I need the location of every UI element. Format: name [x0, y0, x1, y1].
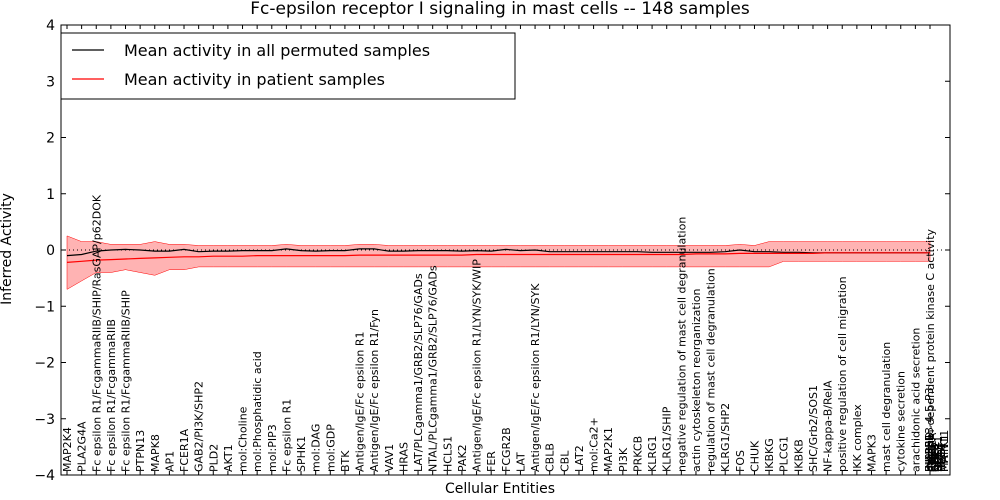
x-tick-label: HRAS	[397, 442, 410, 472]
x-tick-label: VAV1	[383, 444, 396, 472]
x-tick-label: mol:DAG	[310, 424, 323, 472]
x-tick-label: Antigen/IgE/Fc epsilon R1/LYN/SYK	[529, 283, 542, 472]
x-tick-label-overlap: RELA	[935, 443, 948, 472]
x-tick-label-overlap: SHC1	[929, 442, 942, 472]
series-line-permuted	[66, 248, 930, 257]
x-tick-label: positive regulation of cell migration	[836, 276, 849, 472]
x-tick-label-overlap: PIK3R1	[923, 433, 936, 472]
x-tick-label: NTAL/PLCgamma1/GRB2/SLP76/GADs	[427, 265, 440, 472]
x-tick-label: actin cytoskeleton reorganization	[690, 288, 703, 472]
y-tick-label: 1	[46, 187, 55, 203]
x-tick-label: KLRG1/SHP2	[719, 403, 732, 472]
x-tick-label-overlap: INPP5D	[923, 432, 936, 472]
x-axis-label: Cellular Entities	[445, 481, 555, 497]
x-tick-label: SPHK1	[295, 436, 308, 472]
x-tick-label: GAB2/PI3K/SHP2	[193, 381, 206, 472]
x-tick-label: mast cell degranulation	[880, 342, 893, 472]
x-tick-label: Antigen/IgE/Fc epsilon R1/LYN/SYK/WIP	[471, 259, 484, 472]
x-tick-label: LAT/PLCgamma1/GRB2/SLP76/GADs	[412, 273, 425, 472]
x-tick-label: PRKCB	[632, 436, 645, 472]
x-tick-label: MAP2K1	[602, 427, 615, 472]
x-tick-label: BTK	[339, 450, 352, 472]
x-tick-label-overlap: PIK3CA	[926, 432, 939, 472]
x-tick-label: cytokine secretion	[895, 371, 908, 472]
x-tick-label: CHUK	[749, 440, 762, 472]
x-tick-label-overlap: RAC1	[935, 443, 948, 472]
x-tick-label: IKBKB	[792, 439, 805, 472]
y-tick-label: −4	[34, 468, 55, 484]
x-tick-label: FER	[485, 451, 498, 472]
x-tick-label: PTPN13	[134, 430, 147, 472]
x-tick-label: PI3K	[617, 447, 630, 472]
legend-label-patient: Mean activity in patient samples	[124, 70, 385, 89]
x-tick-label: mol:Ca2+	[588, 417, 601, 472]
chart-title: Fc-epsilon receptor I signaling in mast …	[250, 0, 750, 19]
x-tick-label: KLRG1/SHIP	[661, 406, 674, 472]
x-tick-label-overlap: FYN	[926, 451, 939, 472]
x-tick-label: KLRG1	[646, 435, 659, 472]
y-tick-label: 4	[46, 18, 55, 34]
x-tick-label: PLA2G4A	[76, 421, 89, 472]
x-tick-label: MAP2K4	[61, 427, 74, 472]
x-tick-label-overlap: GRB2	[929, 441, 942, 472]
x-tick-label: FOS	[734, 450, 747, 472]
y-tick-label: −3	[34, 412, 55, 428]
legend-box	[60, 32, 516, 100]
y-tick-label: −2	[34, 356, 55, 372]
x-tick-label: mol:GDP	[324, 424, 337, 472]
x-tick-label-overlap: RAF1	[926, 444, 939, 472]
x-tick-label: FCER1A	[178, 428, 191, 472]
x-tick-label: calcium-dependent protein kinase C activ…	[924, 228, 937, 472]
x-tick-label: Fc epsilon R1/FcgammaRIIB	[105, 319, 118, 472]
x-tick-label-overlap: NFKB1	[932, 436, 945, 472]
x-tick-label: CBLB	[544, 443, 557, 472]
x-tick-label-overlap: LYN	[932, 452, 945, 472]
x-tick-label: AP1	[163, 451, 176, 472]
y-axis-label: Inferred Activity	[0, 193, 15, 305]
y-tick-label: 3	[46, 74, 55, 90]
y-tick-label: −1	[34, 299, 55, 315]
legend-label-permuted: Mean activity in all permuted samples	[124, 41, 430, 60]
x-tick-label: Antigen/IgE/Fc epsilon R1/Fyn	[368, 309, 381, 472]
x-tick-label: PLD2	[207, 444, 220, 472]
x-tick-label: LAT2	[573, 445, 586, 472]
x-tick-label: mol:Choline	[237, 406, 250, 472]
x-tick-label: mol:PIP3	[266, 424, 279, 472]
x-tick-label: NF-kappa-B/RelA	[822, 380, 835, 472]
x-tick-label-overlap: mol:PI-3-4-5-P3	[923, 387, 936, 472]
x-tick-label: MAPK3	[866, 434, 879, 472]
x-tick-label: negative regulation of mast cell degranu…	[675, 217, 688, 472]
y-tick-label: 2	[46, 131, 55, 147]
y-tick-label: 0	[46, 243, 55, 259]
x-tick-label: AKT1	[222, 444, 235, 472]
x-tick-label-overlap: MAPK1	[938, 434, 951, 472]
legend: Mean activity in all permuted samples Me…	[60, 32, 516, 100]
x-tick-label: PAK2	[456, 444, 469, 472]
series-line-patient	[66, 252, 930, 263]
x-tick-label: LAT	[514, 452, 527, 472]
x-tick-label-overlap: SYK	[929, 450, 942, 472]
x-tick-label-overlap: PTPN11	[938, 430, 951, 472]
x-tick-label: mol:Phosphatidic acid	[251, 351, 264, 472]
x-tick-label: Fc epsilon R1/FcgammaRIIB/SHIP/RasGAP/p6…	[90, 194, 103, 472]
x-tick-label: Fc epsilon R1/FcgammaRIIB/SHIP	[120, 290, 133, 472]
x-tick-label: regulation of mast cell degranulation	[705, 268, 718, 472]
x-tick-label: IKK complex	[851, 404, 864, 472]
x-tick-label: IKBKG	[763, 438, 776, 472]
x-tick-label-overlap: SOS1	[932, 442, 945, 472]
x-tick-label: arachidonic acid secretion	[909, 328, 922, 472]
x-tick-label: Antigen/IgE/Fc epsilon R1	[354, 332, 367, 472]
x-tick-label: PLCG1	[778, 436, 791, 472]
x-tick-label: Fc epsilon R1	[280, 399, 293, 472]
x-tick-label: CBL	[558, 450, 571, 472]
x-tick-label: HCLS1	[441, 436, 454, 472]
x-tick-label: SHC/Grb2/SOS1	[807, 385, 820, 472]
x-tick-label: FCGR2B	[500, 427, 513, 472]
x-tick-label: MAPK8	[149, 434, 162, 472]
